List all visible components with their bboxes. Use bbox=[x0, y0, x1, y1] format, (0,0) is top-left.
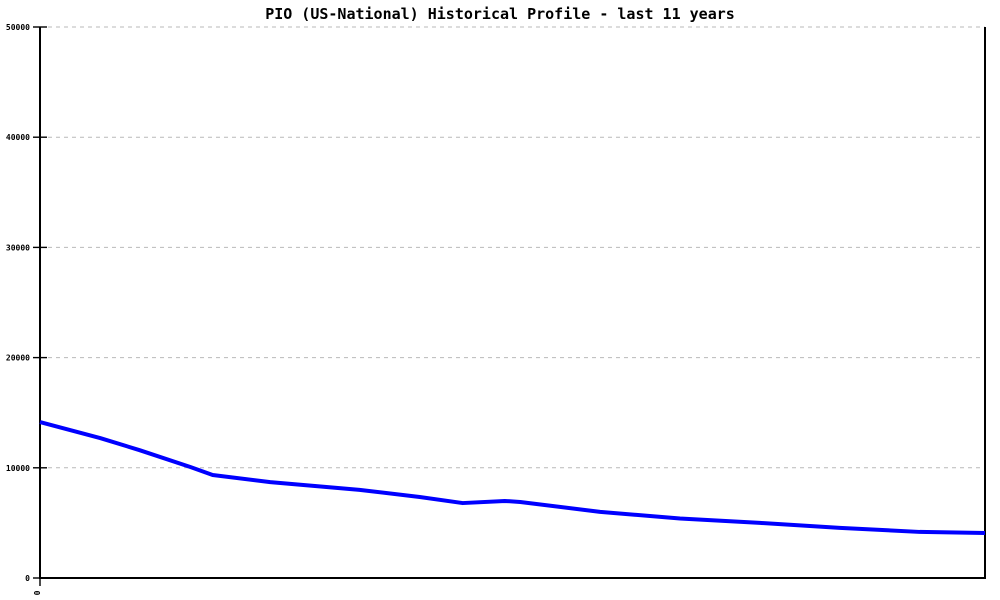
y-tick-label: 10000 bbox=[6, 464, 30, 473]
y-tick-label: 30000 bbox=[6, 243, 30, 252]
y-tick-label: 20000 bbox=[6, 354, 30, 363]
y-tick-label: 50000 bbox=[6, 23, 30, 32]
y-tick-label: 40000 bbox=[6, 133, 30, 142]
y-tick-label: 0 bbox=[25, 574, 30, 583]
x-tick-label: 0 bbox=[33, 590, 42, 595]
chart-title: PIO (US-National) Historical Profile - l… bbox=[265, 5, 735, 23]
series-line bbox=[39, 420, 986, 536]
